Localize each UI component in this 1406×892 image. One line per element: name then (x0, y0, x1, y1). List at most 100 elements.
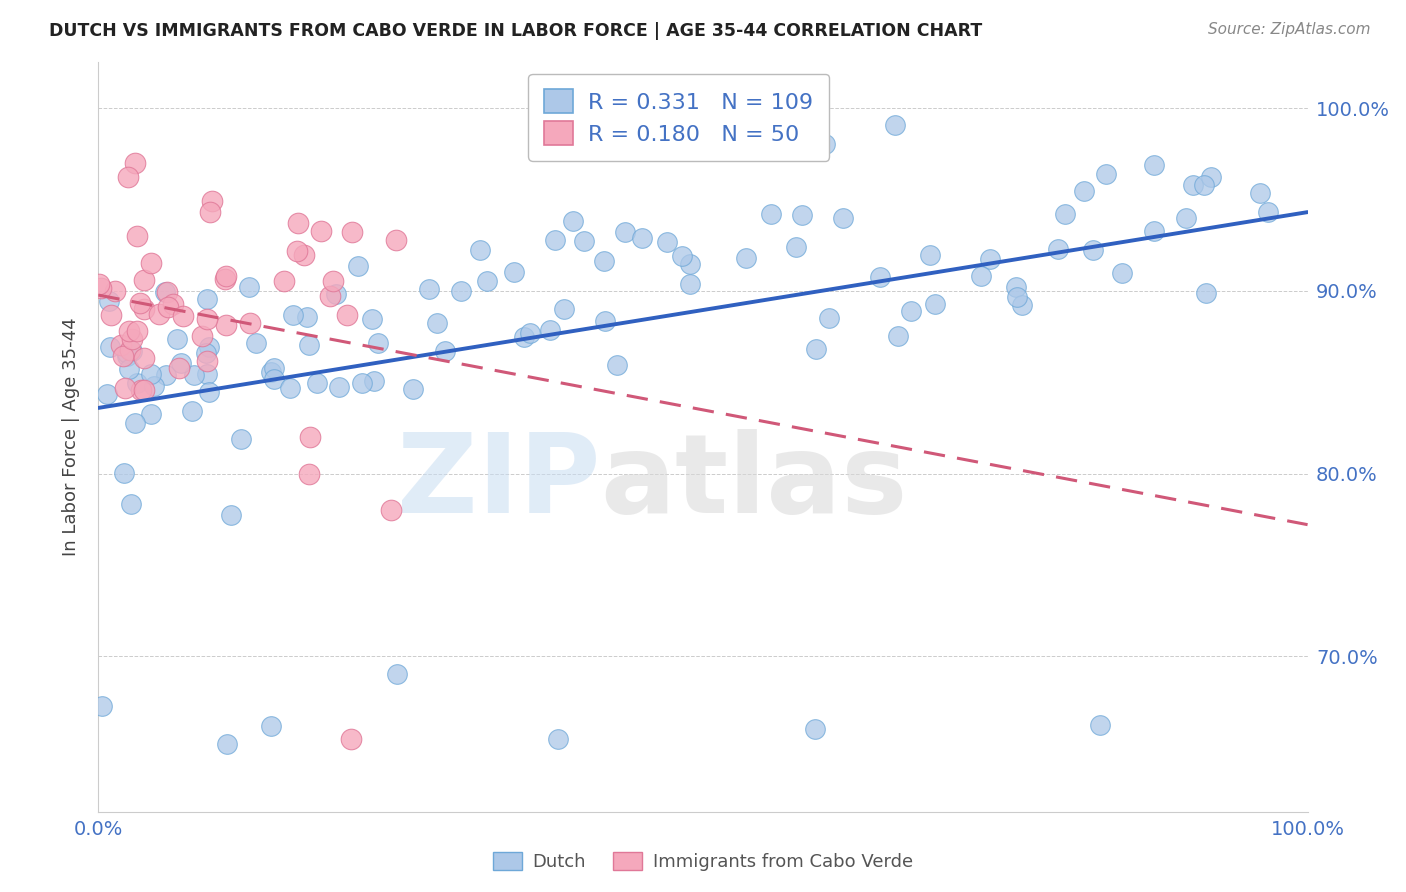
Point (1011, 298, 1033, 312)
Point (402, 382, 425, 396)
Point (387, 666, 409, 681)
Point (131, 384, 153, 398)
Point (380, 503, 402, 517)
Point (1094, 167, 1116, 181)
Point (183, 368, 205, 382)
Point (124, 416, 146, 430)
Point (792, 208, 814, 222)
Point (631, 231, 654, 245)
Point (759, 207, 782, 221)
Y-axis label: In Labor Force | Age 35-44: In Labor Force | Age 35-44 (62, 318, 80, 557)
Point (278, 381, 301, 395)
Point (97, 294, 120, 309)
Point (124, 156, 146, 170)
Point (328, 380, 350, 394)
Point (804, 723, 827, 737)
Point (671, 249, 693, 263)
Point (238, 280, 260, 294)
Point (215, 268, 238, 283)
Point (127, 229, 149, 244)
Point (468, 243, 491, 257)
Point (170, 356, 193, 370)
Point (89, 277, 111, 291)
Point (114, 381, 136, 395)
Point (544, 233, 567, 247)
Point (111, 349, 134, 363)
Point (918, 248, 941, 262)
Point (134, 301, 156, 316)
Point (367, 336, 389, 351)
Point (153, 285, 176, 300)
Point (172, 310, 194, 324)
Point (292, 248, 315, 262)
Point (305, 376, 328, 390)
Text: atlas: atlas (600, 428, 908, 535)
Point (148, 307, 170, 321)
Point (735, 251, 758, 265)
Point (142, 379, 165, 393)
Point (115, 346, 138, 360)
Point (195, 292, 218, 306)
Point (214, 272, 236, 286)
Point (418, 281, 440, 295)
Point (450, 284, 472, 298)
Point (112, 466, 135, 480)
Point (1047, 242, 1070, 256)
Point (299, 430, 322, 444)
Point (1182, 178, 1205, 192)
Point (96, 387, 118, 401)
Point (1007, 290, 1029, 304)
Point (593, 314, 616, 328)
Point (979, 252, 1001, 266)
Point (215, 318, 238, 332)
Point (121, 343, 143, 358)
Point (141, 368, 163, 382)
Point (197, 384, 219, 399)
Point (434, 344, 457, 359)
Point (679, 257, 702, 271)
Point (572, 234, 595, 248)
Point (219, 508, 242, 522)
Point (115, 349, 138, 363)
Point (260, 364, 283, 378)
Point (298, 338, 321, 352)
Point (1257, 204, 1279, 219)
Point (1073, 184, 1095, 198)
Point (1083, 243, 1105, 257)
Point (884, 118, 907, 132)
Point (191, 329, 214, 343)
Point (295, 310, 318, 325)
Point (1088, 718, 1111, 732)
Point (132, 351, 155, 365)
Point (655, 235, 678, 250)
Text: ZIP: ZIP (396, 428, 600, 535)
Text: DUTCH VS IMMIGRANTS FROM CABO VERDE IN LABOR FORCE | AGE 35-44 CORRELATION CHART: DUTCH VS IMMIGRANTS FROM CABO VERDE IN L… (49, 22, 983, 40)
Point (900, 304, 922, 318)
Point (342, 225, 364, 239)
Point (155, 368, 177, 382)
Point (336, 308, 359, 322)
Point (239, 316, 262, 330)
Point (298, 467, 321, 481)
Point (513, 330, 536, 344)
Point (197, 367, 219, 381)
Point (322, 274, 344, 288)
Point (832, 211, 855, 226)
Point (283, 308, 305, 322)
Point (127, 324, 149, 338)
Point (121, 332, 143, 346)
Point (503, 265, 526, 279)
Point (785, 240, 807, 254)
Point (813, 137, 835, 152)
Point (679, 277, 702, 291)
Point (970, 269, 993, 284)
Point (869, 270, 891, 285)
Point (475, 274, 498, 288)
Point (118, 343, 141, 357)
Point (360, 311, 382, 326)
Legend: R = 0.331   N = 109, R = 0.180   N = 50: R = 0.331 N = 109, R = 0.180 N = 50 (529, 73, 830, 161)
Point (561, 214, 583, 228)
Point (198, 204, 221, 219)
Point (215, 737, 238, 751)
Point (263, 372, 285, 386)
